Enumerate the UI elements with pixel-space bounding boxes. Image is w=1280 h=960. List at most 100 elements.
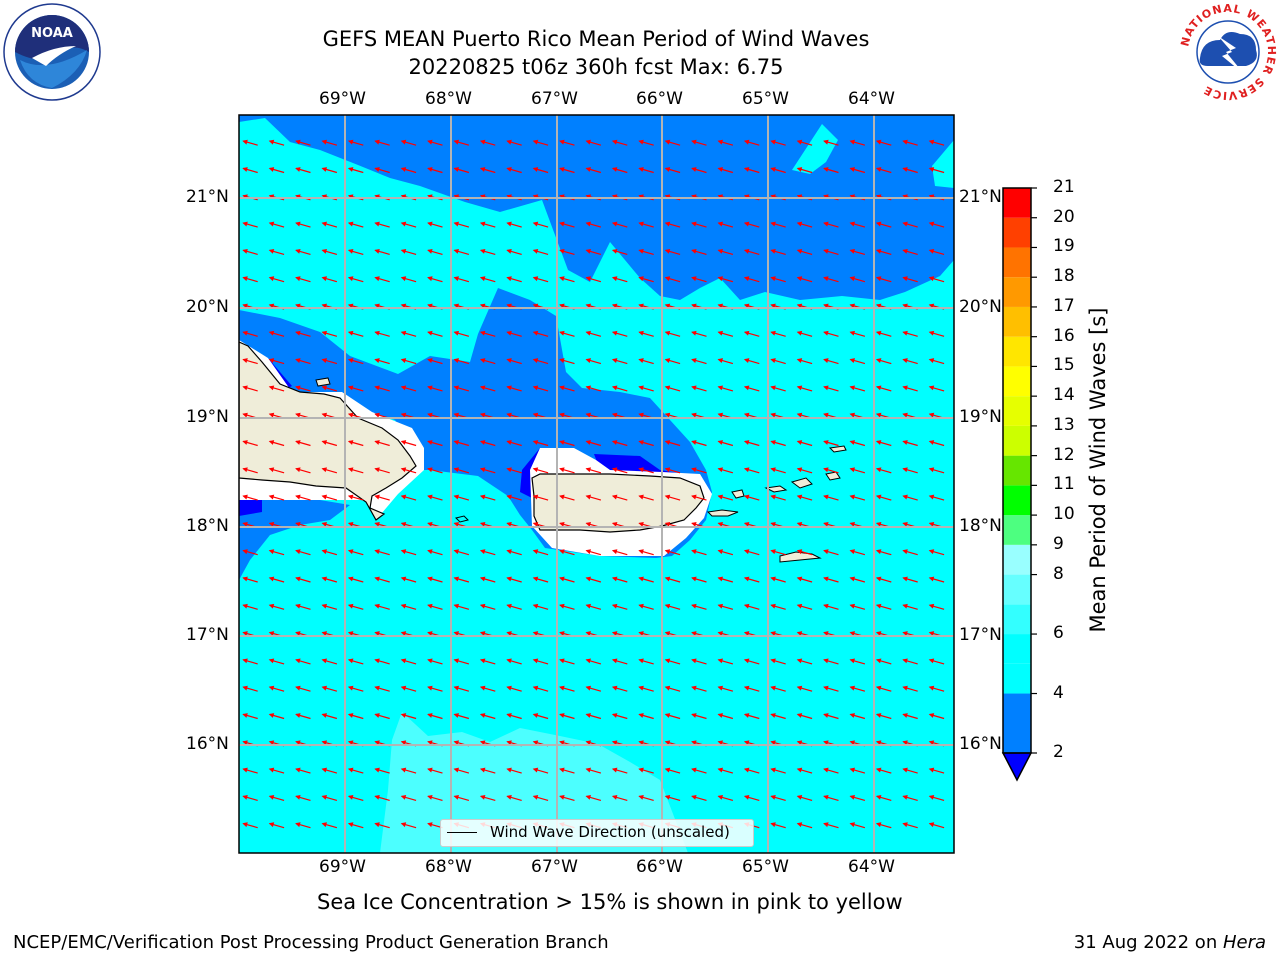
wind-arrow bbox=[928, 494, 945, 501]
wind-arrow bbox=[638, 685, 654, 692]
wind-arrow bbox=[611, 440, 628, 447]
wind-arrow bbox=[400, 549, 417, 556]
wind-arrow bbox=[770, 576, 786, 583]
wind-arrow bbox=[532, 494, 549, 501]
wind-arrow bbox=[743, 385, 760, 392]
wind-arrow bbox=[295, 685, 311, 692]
wind-arrow bbox=[796, 330, 813, 337]
wind-arrow bbox=[321, 330, 338, 337]
wind-arrow bbox=[849, 794, 866, 801]
wind-arrow bbox=[743, 467, 760, 474]
wind-arrow bbox=[242, 713, 258, 720]
wind-arrow bbox=[796, 822, 813, 829]
wind-arrow bbox=[770, 794, 786, 801]
band-2-4 bbox=[239, 115, 954, 300]
colorbar-tick-label: 16 bbox=[1053, 325, 1075, 346]
wind-arrow bbox=[427, 494, 443, 501]
wind-arrow bbox=[902, 822, 918, 829]
wind-arrow bbox=[506, 576, 522, 583]
wind-arrow bbox=[479, 713, 496, 720]
date-note: 31 Aug 2022 on Hera bbox=[1074, 932, 1266, 953]
wind-arrow bbox=[849, 276, 866, 283]
wind-arrow bbox=[506, 767, 522, 774]
wind-arrow bbox=[585, 248, 602, 255]
wind-arrow bbox=[796, 358, 813, 365]
wind-arrow bbox=[506, 330, 522, 337]
wind-arrow bbox=[559, 713, 575, 720]
lon-tick-top: 69°W bbox=[319, 89, 366, 109]
wind-arrow bbox=[743, 330, 760, 337]
wind-arrow bbox=[691, 576, 707, 583]
wind-arrow bbox=[743, 167, 760, 174]
wind-arrow bbox=[875, 603, 892, 610]
wind-arrow bbox=[268, 658, 285, 665]
wind-arrow bbox=[902, 440, 918, 447]
wind-arrow bbox=[242, 794, 258, 801]
island bbox=[455, 515, 469, 523]
wind-arrow bbox=[743, 221, 760, 228]
wind-arrow bbox=[849, 767, 866, 774]
lat-tick-left: 16°N bbox=[186, 734, 229, 754]
wind-arrow bbox=[479, 139, 496, 146]
wind-arrow bbox=[743, 276, 760, 283]
wind-arrow bbox=[691, 549, 707, 556]
wind-arrow bbox=[823, 576, 839, 583]
wind-arrow bbox=[691, 794, 707, 801]
wind-arrow bbox=[823, 467, 839, 474]
wind-arrow bbox=[823, 139, 839, 146]
wind-arrow bbox=[875, 467, 892, 474]
map-frame bbox=[238, 114, 955, 854]
colorbar-tick-label: 17 bbox=[1053, 295, 1075, 316]
wind-arrow bbox=[796, 576, 813, 583]
wind-arrow bbox=[770, 685, 786, 692]
wind-arrow bbox=[559, 467, 575, 474]
wind-arrow bbox=[770, 603, 786, 610]
wind-arrow bbox=[928, 276, 945, 283]
wind-arrow bbox=[347, 276, 364, 283]
colorbar-level bbox=[1003, 277, 1031, 307]
wind-arrow bbox=[479, 248, 496, 255]
wind-arrow bbox=[875, 385, 892, 392]
wind-arrow bbox=[611, 713, 628, 720]
island bbox=[790, 477, 813, 489]
wind-arrow bbox=[453, 139, 470, 146]
wind-arrow bbox=[400, 358, 417, 365]
wind-arrow bbox=[638, 248, 654, 255]
wind-arrow bbox=[400, 794, 417, 801]
wind-arrow bbox=[268, 467, 285, 474]
wind-arrow bbox=[268, 276, 285, 283]
wind-arrow bbox=[875, 330, 892, 337]
wind-arrow bbox=[611, 549, 628, 556]
wind-arrow bbox=[902, 576, 918, 583]
wind-arrow bbox=[347, 713, 364, 720]
wind-arrow bbox=[400, 467, 417, 474]
wind-arrow bbox=[400, 440, 417, 447]
lon-tick-bottom: 69°W bbox=[319, 857, 366, 877]
wind-arrow bbox=[796, 603, 813, 610]
wind-arrow bbox=[875, 767, 892, 774]
legend-label: Wind Wave Direction (unscaled) bbox=[490, 823, 730, 841]
wind-arrow bbox=[691, 685, 707, 692]
wind-arrow bbox=[611, 603, 628, 610]
lat-tick-right: 21°N bbox=[959, 187, 1002, 207]
wind-arrow bbox=[717, 139, 734, 146]
wind-arrow bbox=[374, 330, 390, 337]
wind-arrow bbox=[479, 358, 496, 365]
wind-arrow bbox=[374, 440, 390, 447]
wind-arrow bbox=[823, 658, 839, 665]
wind-arrow bbox=[796, 658, 813, 665]
wind-arrow bbox=[506, 603, 522, 610]
wind-arrow bbox=[823, 549, 839, 556]
wind-arrow bbox=[717, 248, 734, 255]
colorbar-tick-label: 4 bbox=[1053, 682, 1064, 703]
colorbar-level bbox=[1003, 634, 1031, 664]
wind-arrow bbox=[902, 713, 918, 720]
wind-arrow bbox=[611, 221, 628, 228]
map-legend: Wind Wave Direction (unscaled) bbox=[440, 819, 754, 847]
wind-arrow bbox=[770, 167, 786, 174]
wind-arrow bbox=[902, 685, 918, 692]
wind-arrow bbox=[321, 358, 338, 365]
wind-arrow bbox=[295, 822, 311, 829]
lon-tick-top: 65°W bbox=[742, 89, 789, 109]
